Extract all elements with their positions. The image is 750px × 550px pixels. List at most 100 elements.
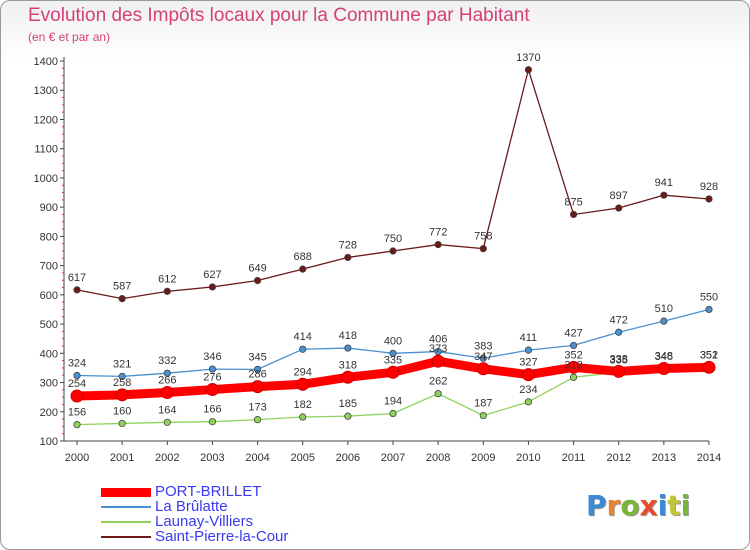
data-point — [569, 210, 578, 219]
data-label: 587 — [113, 281, 131, 293]
data-label: 510 — [655, 303, 673, 315]
data-label: 1370 — [516, 52, 540, 64]
legend-label: La Brûlatte — [155, 498, 228, 515]
x-tick-label: 2012 — [606, 452, 630, 464]
data-point — [479, 411, 487, 420]
data-point — [208, 365, 217, 373]
legend-swatch — [101, 506, 151, 508]
data-label: 352 — [564, 349, 582, 361]
data-label: 400 — [384, 335, 402, 347]
data-label: 351 — [700, 350, 718, 362]
data-label: 187 — [474, 398, 492, 410]
data-label: 617 — [68, 272, 86, 284]
data-label: 185 — [339, 398, 357, 410]
data-label: 627 — [203, 269, 221, 281]
data-point — [615, 204, 623, 212]
data-label: 875 — [564, 196, 582, 208]
data-label: 414 — [294, 331, 312, 343]
data-point — [299, 265, 307, 273]
logo-letter: o — [620, 489, 640, 522]
x-tick-label: 2010 — [516, 452, 540, 464]
data-label: 427 — [564, 327, 582, 339]
data-point — [73, 421, 81, 429]
data-label: 406 — [429, 334, 447, 346]
data-point — [163, 287, 171, 295]
data-point — [657, 362, 671, 376]
data-label: 234 — [519, 384, 537, 396]
data-label: 352 — [700, 349, 718, 361]
y-tick-label: 1400 — [34, 56, 58, 68]
data-point — [163, 418, 171, 426]
data-point — [73, 371, 81, 380]
x-tick-label: 2008 — [426, 452, 450, 464]
data-point — [612, 364, 626, 378]
data-label: 327 — [519, 357, 537, 369]
data-label: 728 — [339, 239, 357, 251]
data-point — [524, 398, 533, 406]
data-point — [73, 286, 81, 294]
data-label: 332 — [158, 355, 176, 367]
y-tick-label: 100 — [40, 436, 58, 448]
data-point — [389, 409, 397, 418]
data-label: 941 — [655, 177, 673, 189]
data-label: 338 — [610, 353, 628, 365]
x-tick-label: 2002 — [155, 452, 179, 464]
data-label: 318 — [339, 359, 357, 371]
data-point — [386, 365, 400, 379]
legend-label: PORT-BRILLET — [155, 483, 262, 500]
logo-letter: P — [586, 489, 607, 522]
x-tick-label: 2013 — [652, 452, 676, 464]
y-tick-label: 700 — [40, 261, 58, 273]
y-tick-label: 1100 — [34, 144, 58, 156]
data-point — [569, 373, 578, 381]
y-tick-label: 500 — [40, 319, 58, 331]
y-tick-label: 1000 — [34, 173, 58, 185]
x-tick-label: 2000 — [65, 452, 89, 464]
x-tick-label: 2005 — [290, 452, 314, 464]
data-point — [160, 385, 174, 399]
data-label: 335 — [610, 354, 628, 366]
data-label: 321 — [113, 358, 131, 370]
data-label: 254 — [68, 378, 86, 390]
data-point — [205, 383, 219, 397]
x-tick-label: 2006 — [336, 452, 360, 464]
data-label: 550 — [700, 291, 718, 303]
data-point — [118, 295, 126, 303]
logo-letter: i — [657, 489, 668, 522]
data-point — [118, 419, 126, 428]
data-point — [476, 362, 490, 376]
legend-label: Saint-Pierre-la-Cour — [155, 528, 289, 545]
data-label: 166 — [203, 404, 221, 416]
legend-swatch — [101, 536, 151, 538]
data-point — [299, 413, 307, 421]
x-tick-label: 2009 — [471, 452, 495, 464]
data-point — [253, 276, 262, 285]
data-label: 383 — [474, 340, 492, 352]
data-point — [434, 390, 442, 398]
data-point — [70, 389, 84, 403]
data-point — [479, 245, 487, 253]
x-tick-label: 2011 — [562, 452, 586, 464]
data-label: 173 — [248, 402, 266, 414]
data-point — [344, 253, 352, 262]
data-point — [115, 388, 129, 402]
data-label: 335 — [384, 354, 402, 366]
data-point — [251, 380, 265, 394]
data-label: 182 — [294, 399, 312, 411]
data-label: 346 — [655, 351, 673, 363]
data-label: 294 — [294, 366, 312, 378]
logo-letter: r — [606, 489, 621, 522]
y-tick-label: 1200 — [34, 114, 58, 126]
data-label: 194 — [384, 396, 402, 408]
data-label: 258 — [113, 377, 131, 389]
chart-title: Evolution des Impôts locaux pour la Comm… — [28, 5, 530, 26]
x-tick-label: 2014 — [697, 452, 721, 464]
x-tick-label: 2004 — [245, 452, 269, 464]
y-tick-label: 900 — [40, 202, 58, 214]
data-point — [389, 349, 397, 357]
data-label: 411 — [520, 332, 538, 344]
data-label: 156 — [68, 407, 86, 419]
legend-label: Launay-Villiers — [155, 513, 254, 530]
data-label: 347 — [474, 351, 492, 363]
y-tick-label: 1300 — [34, 85, 58, 97]
